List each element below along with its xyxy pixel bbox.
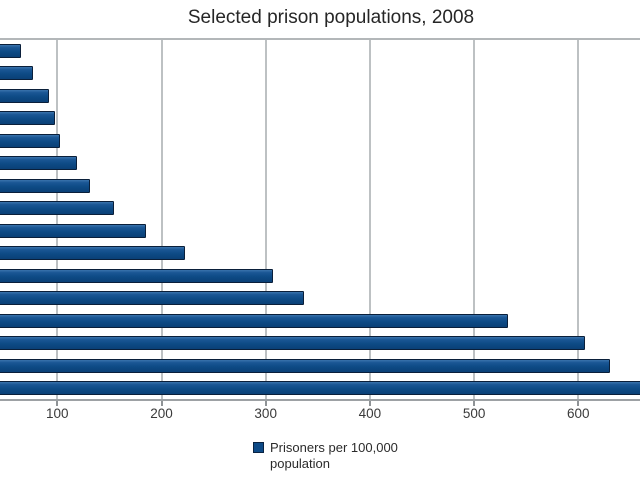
x-axis-line bbox=[0, 399, 640, 401]
bar-10 bbox=[0, 246, 186, 261]
bar-3 bbox=[0, 88, 49, 103]
x-axis-tick-label-100: 100 bbox=[46, 406, 69, 421]
bar-12 bbox=[0, 291, 305, 306]
bar-14 bbox=[0, 336, 585, 351]
gridline-100 bbox=[56, 40, 59, 400]
x-axis-tick-label-600: 600 bbox=[567, 406, 590, 421]
legend-label: Prisoners per 100,000 population bbox=[270, 440, 470, 471]
x-axis-tick-200 bbox=[160, 401, 163, 406]
bar-15 bbox=[0, 358, 610, 373]
bar-4 bbox=[0, 111, 56, 126]
legend-series-marker-icon bbox=[253, 442, 264, 453]
gridline-300 bbox=[264, 40, 267, 400]
bar-6 bbox=[0, 156, 77, 171]
x-axis-tick-label-500: 500 bbox=[462, 406, 486, 421]
chart-title: Selected prison populations, 2008 bbox=[187, 7, 475, 28]
bar-7 bbox=[0, 178, 90, 193]
gridline-500 bbox=[473, 40, 476, 400]
x-axis-tick-300 bbox=[264, 401, 267, 406]
x-axis-tick-600 bbox=[577, 401, 580, 406]
bar-13 bbox=[0, 313, 509, 328]
gridline-400 bbox=[368, 40, 371, 400]
x-axis-tick-100 bbox=[56, 401, 59, 406]
x-axis-tick-label-200: 200 bbox=[150, 406, 173, 421]
x-axis-tick-500 bbox=[473, 401, 476, 406]
bar-11 bbox=[0, 268, 273, 283]
legend-label-line2: population bbox=[270, 455, 330, 471]
plot-area bbox=[0, 38, 640, 400]
bar-2 bbox=[0, 66, 34, 81]
x-axis-tick-label-300: 300 bbox=[254, 406, 277, 421]
bar-16-clipped bbox=[0, 381, 640, 396]
x-axis-tick-label-400: 400 bbox=[358, 406, 382, 421]
gridline-600 bbox=[577, 40, 580, 400]
gridline-200 bbox=[160, 40, 163, 400]
bar-8 bbox=[0, 201, 114, 216]
bar-9 bbox=[0, 223, 146, 238]
legend-label-line1: Prisoners per 100,000 bbox=[270, 440, 398, 455]
x-axis-tick-400 bbox=[368, 401, 371, 406]
bar-1 bbox=[0, 43, 21, 58]
bar-5 bbox=[0, 133, 61, 148]
